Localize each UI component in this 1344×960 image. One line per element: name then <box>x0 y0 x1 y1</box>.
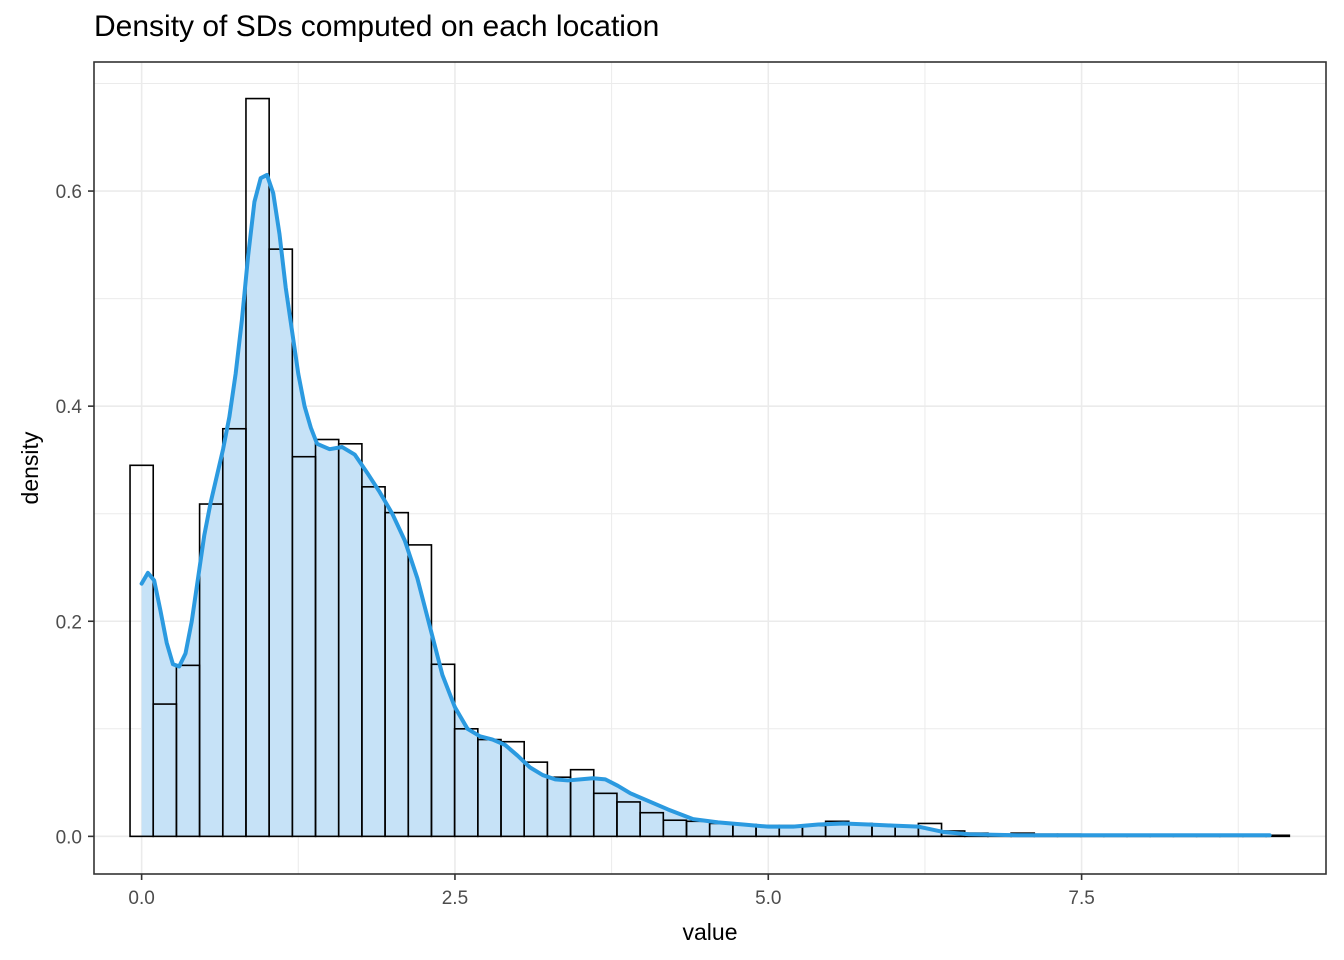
y-tick-label: 0.4 <box>56 397 83 418</box>
x-tick-label: 0.0 <box>128 888 154 909</box>
x-tick-label: 2.5 <box>442 888 468 909</box>
y-tick-label: 0.0 <box>56 827 82 848</box>
y-axis-ticks: 0.0 0.2 0.4 0.6 <box>56 182 94 848</box>
x-axis-ticks: 0.0 2.5 5.0 7.5 <box>128 874 1095 909</box>
x-tick-label: 7.5 <box>1068 888 1094 909</box>
y-axis-title: density <box>17 431 43 504</box>
density-curve <box>139 172 1272 838</box>
x-axis-title: value <box>683 919 738 945</box>
chart-title: Density of SDs computed on each location <box>94 10 660 43</box>
histogram-bar <box>129 464 155 838</box>
y-tick-label: 0.6 <box>56 182 82 203</box>
x-tick-label: 5.0 <box>755 888 781 909</box>
minor-gridlines <box>94 62 1326 874</box>
density-area-fill <box>141 174 1270 837</box>
panel-border <box>93 61 1327 875</box>
y-tick-label: 0.2 <box>56 612 82 633</box>
